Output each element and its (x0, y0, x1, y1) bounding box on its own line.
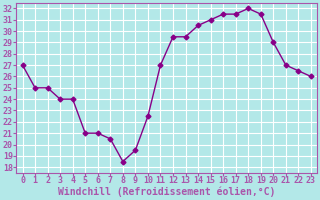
X-axis label: Windchill (Refroidissement éolien,°C): Windchill (Refroidissement éolien,°C) (58, 187, 276, 197)
